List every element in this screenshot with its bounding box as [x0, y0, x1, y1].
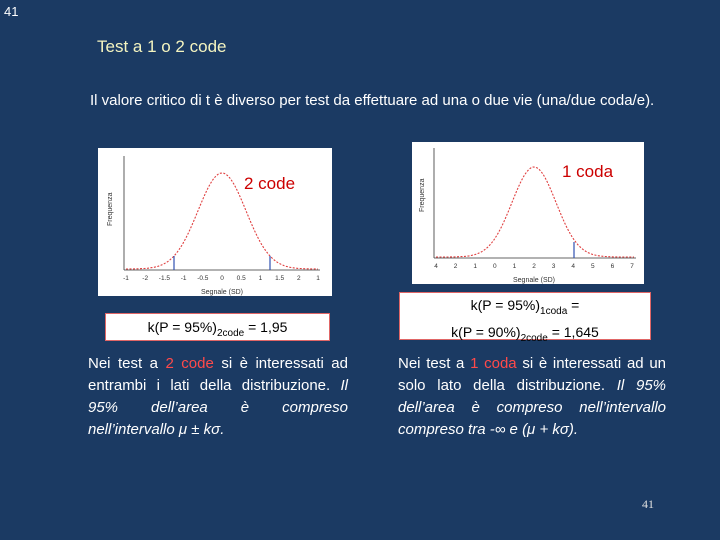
x-tick-label: -1: [123, 275, 129, 282]
x-tick-label: 4: [434, 263, 438, 270]
formula-subscript: 2code: [520, 332, 548, 344]
x-tick-label: 2: [532, 263, 536, 270]
note-italic: Il 95% dell’area è compreso nell’interva…: [398, 377, 666, 438]
formula-two-tailed: k(P = 95%)2code = 1,95: [105, 313, 330, 341]
page-number: 41: [642, 497, 654, 511]
two-tailed-plot: Frequenza Segnale (SD) -1 -2 -1.5 -1 -0.5 0 0.…: [98, 148, 332, 296]
x-tick-label: 2: [297, 275, 301, 282]
note-interval: μ ± kσ.: [178, 421, 225, 438]
note-highlight: 2 code: [165, 355, 214, 372]
x-tick-label: 5: [591, 263, 595, 270]
two-tailed-plot-svg: Frequenza Segnale (SD) -1 -2 -1.5 -1 -0.5 0 0.…: [107, 156, 320, 296]
x-tick-label: 7: [630, 263, 634, 270]
formula-one-tailed: k(P = 95%)1coda = k(P = 90%)2code = 1,64…: [399, 292, 651, 344]
slide-corner-number: 41: [4, 4, 19, 19]
x-tick-label: 1: [316, 275, 320, 282]
note-text: Nei test a: [398, 355, 471, 372]
x-axis-label: Segnale (SD): [201, 289, 243, 296]
one-tailed-note: Nei test a 1 coda si è interessati ad un…: [398, 353, 666, 441]
intro-paragraph: Il valore critico di t è diverso per tes…: [90, 92, 655, 109]
x-tick-label: -1: [181, 275, 187, 282]
x-tick-label: -1.5: [159, 275, 171, 282]
y-axis-label: Frequenza: [419, 178, 426, 212]
x-tick-label: -2: [142, 275, 148, 282]
x-tick-label: 1: [513, 263, 517, 270]
one-tailed-label: 1 coda: [562, 162, 614, 181]
x-axis-label: Segnale (SD): [513, 277, 555, 284]
x-tick-label: 0: [493, 263, 497, 270]
formula-line-2: k(P = 90%)2code = 1,645: [400, 322, 650, 349]
note-highlight: 1 coda: [470, 355, 517, 372]
formula-equals: =: [567, 297, 580, 313]
note-italic: Il 95% dell’area è compreso nell’interva…: [88, 377, 348, 438]
note-text: Nei test a: [88, 355, 166, 372]
x-tick-label: 1: [259, 275, 263, 282]
normal-curve: [126, 172, 318, 270]
formula-text: k(P = 90%): [451, 323, 521, 340]
note-text: si è interessati ad un solo lato della d…: [398, 355, 666, 394]
x-tick-label: 1.5: [275, 275, 284, 282]
slide-title: Test a 1 o 2 code: [97, 37, 227, 56]
formula-value: = 1,95: [244, 319, 288, 335]
x-tick-label: -0.5: [197, 275, 209, 282]
x-tick-label: 4: [571, 263, 575, 270]
formula-text: k(P = 95%): [470, 297, 541, 313]
normal-curve: [436, 166, 634, 258]
two-tailed-note: Nei test a 2 code si è interessati ad en…: [88, 353, 348, 441]
one-tailed-plot: Frequenza Segnale (SD) 4 2 1 0 1 2 3 4 5 6 7 1 cod…: [412, 142, 644, 284]
note-text: si è interessati ad entrambi i lati dell…: [88, 355, 348, 394]
x-tick-labels: -1 -2 -1.5 -1 -0.5 0 0.5 1 1.5 2 1: [123, 275, 320, 282]
x-tick-label: 6: [611, 263, 615, 270]
x-tick-label: 2: [454, 263, 458, 270]
formula-text: k(P = 95%): [147, 319, 217, 335]
x-tick-label: 0: [220, 275, 224, 282]
y-axis-label: Frequenza: [107, 192, 114, 226]
x-tick-labels: 4 2 1 0 1 2 3 4 5 6 7: [434, 263, 634, 270]
formula-subscript: 1coda: [540, 305, 568, 317]
formula-subscript: 2code: [216, 327, 245, 339]
formula-value: = 1,645: [547, 323, 599, 340]
formula-line-1: k(P = 95%)1coda =: [400, 295, 650, 322]
one-tailed-plot-svg: Frequenza Segnale (SD) 4 2 1 0 1 2 3 4 5 6 7: [419, 148, 636, 284]
x-tick-label: 0.5: [237, 275, 246, 282]
two-tailed-label: 2 code: [244, 174, 296, 193]
x-tick-label: 1: [473, 263, 477, 270]
x-tick-label: 3: [552, 263, 556, 270]
